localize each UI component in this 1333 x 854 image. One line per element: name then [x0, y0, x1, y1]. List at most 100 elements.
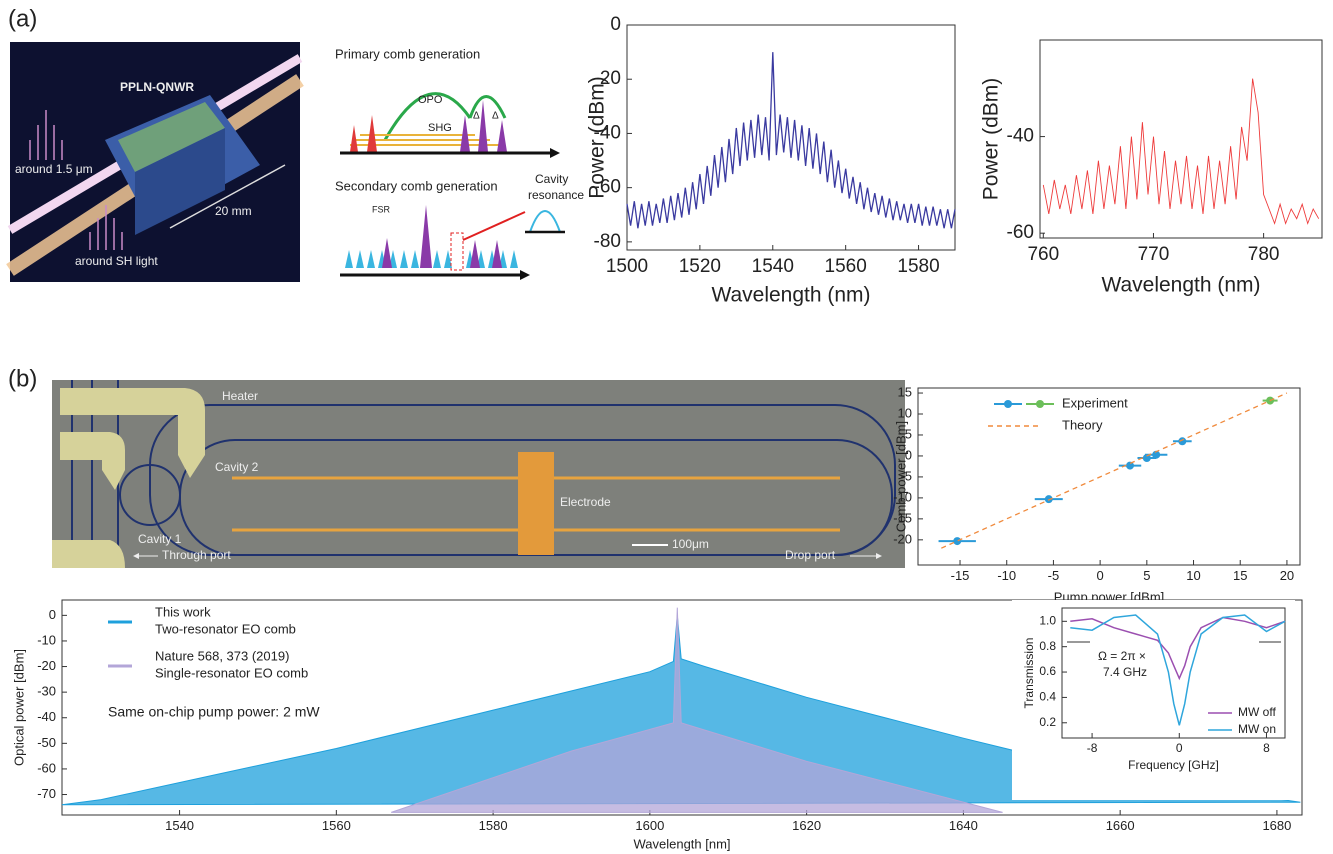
y-axis-label: Optical power [dBm]	[11, 649, 26, 766]
x-tick-label: 1640	[949, 818, 978, 833]
y-tick-label: -20	[893, 531, 912, 546]
delta-label: Δ	[492, 111, 499, 122]
x-tick-label: 1540	[752, 256, 794, 277]
y-tick-label: -30	[37, 684, 56, 699]
x-tick-label: 770	[1138, 244, 1170, 265]
electrode-label: Electrode	[560, 495, 611, 509]
y-tick-label: 0	[905, 447, 912, 462]
series-line	[1042, 78, 1320, 225]
y-tick-label: 0.8	[1039, 639, 1056, 653]
y-tick-label: 0.2	[1039, 715, 1056, 729]
data-point	[1152, 450, 1161, 459]
length-label: 20 mm	[215, 204, 252, 218]
data-point	[1178, 437, 1187, 446]
legend-label: MW off	[1238, 705, 1276, 719]
y-tick-label: 0	[610, 14, 621, 35]
secondary-title: Secondary comb generation	[335, 178, 498, 193]
device-label: PPLN-QNWR	[120, 80, 194, 94]
x-tick-label: 1680	[1262, 818, 1291, 833]
y-tick-label: 0.4	[1039, 690, 1056, 704]
primary-title: Primary comb generation	[335, 46, 480, 61]
theory-line	[941, 392, 1288, 549]
x-tick-label: 760	[1027, 244, 1059, 265]
y-axis-label: Power (dBm)	[586, 76, 609, 199]
y-tick-label: 0	[49, 607, 56, 622]
y-tick-label: 10	[898, 405, 912, 420]
x-tick-label: 1540	[165, 818, 194, 833]
x-tick-label: 780	[1248, 244, 1280, 265]
x-tick-label: 1580	[897, 256, 939, 277]
x-tick-label: -8	[1087, 741, 1098, 755]
y-tick-label: 0.6	[1039, 664, 1056, 678]
series-line	[1070, 614, 1286, 726]
cavity-label: Cavity	[535, 172, 568, 186]
legend-label: MW on	[1238, 722, 1276, 736]
x-tick-label: 10	[1186, 568, 1200, 583]
x-tick-label: -10	[997, 568, 1016, 583]
x-axis-label: Wavelength (nm)	[711, 284, 870, 307]
port-label: Drop port	[785, 548, 836, 562]
x-tick-label: 1660	[1106, 818, 1135, 833]
cavity-label: Cavity 2	[215, 460, 259, 474]
series-area	[391, 607, 1003, 813]
series-line	[626, 52, 956, 229]
y-tick-label: -5	[900, 468, 912, 483]
x-tick-label: 1620	[792, 818, 821, 833]
inset-background	[1012, 600, 1295, 800]
x-axis-label: Wavelength (nm)	[1101, 274, 1260, 297]
x-tick-label: 1560	[322, 818, 351, 833]
y-tick-label: -20	[37, 658, 56, 673]
fundamental-label: around 1.5 μm	[15, 162, 93, 176]
legend-label: Nature 568, 373 (2019)	[155, 648, 289, 663]
y-tick-label: -80	[594, 231, 621, 252]
micrograph: Heater Cavity 2 Cavity 1 Electrode 100μm…	[52, 380, 905, 568]
x-tick-label: -15	[951, 568, 970, 583]
y-axis-label: Power (dBm)	[980, 78, 1003, 201]
y-tick-label: -70	[37, 786, 56, 801]
legend-label: Single-resonator EO comb	[155, 665, 308, 680]
legend-label: This work	[155, 604, 211, 619]
y-tick-label: 5	[905, 426, 912, 441]
comb-diagram: Primary comb generation OPO SHG Δ Δ Seco…	[335, 46, 584, 280]
y-tick-label: 15	[898, 384, 912, 399]
x-tick-label: 1520	[679, 256, 721, 277]
y-tick-label: -60	[1007, 222, 1034, 243]
data-point	[1126, 461, 1135, 470]
y-tick-label: -50	[37, 735, 56, 750]
x-tick-label: -5	[1048, 568, 1060, 583]
delta-label: Δ	[473, 111, 480, 122]
x-tick-label: 0	[1097, 568, 1104, 583]
opo-label: OPO	[418, 94, 443, 106]
x-axis-label: Wavelength [nm]	[633, 836, 730, 851]
heater-label: Heater	[222, 389, 258, 403]
plot-frame	[917, 387, 1301, 566]
y-tick-label: -40	[1007, 126, 1034, 147]
y-tick-label: -10	[893, 489, 912, 504]
plot-frame	[1039, 39, 1323, 239]
series-line	[1070, 616, 1286, 681]
legend-label: Theory	[1062, 417, 1103, 432]
y-axis-label: Transmission	[1022, 638, 1036, 709]
data-point	[953, 537, 962, 546]
y-tick-label: -20	[594, 68, 621, 89]
y-tick-label: -40	[37, 709, 56, 724]
annotation: Same on-chip pump power: 2 mW	[108, 704, 320, 720]
x-tick-label: 15	[1233, 568, 1247, 583]
y-tick-label: -60	[37, 760, 56, 775]
data-point	[1044, 495, 1053, 504]
fsr-label: FSR	[372, 204, 391, 214]
cavity-label: resonance	[528, 188, 584, 202]
legend-swatch	[1036, 400, 1044, 408]
x-tick-label: 5	[1143, 568, 1150, 583]
x-tick-label: 1560	[825, 256, 867, 277]
plot-frame	[626, 24, 956, 251]
legend-swatch	[1004, 400, 1012, 408]
panel-label: (b)	[8, 365, 37, 392]
annotation: 7.4 GHz	[1103, 665, 1147, 679]
legend-label: Two-resonator EO comb	[155, 621, 296, 636]
x-tick-label: 20	[1280, 568, 1294, 583]
scale-label: 100μm	[672, 537, 709, 551]
panel-label: (a)	[8, 5, 37, 32]
y-tick-label: -15	[893, 510, 912, 525]
